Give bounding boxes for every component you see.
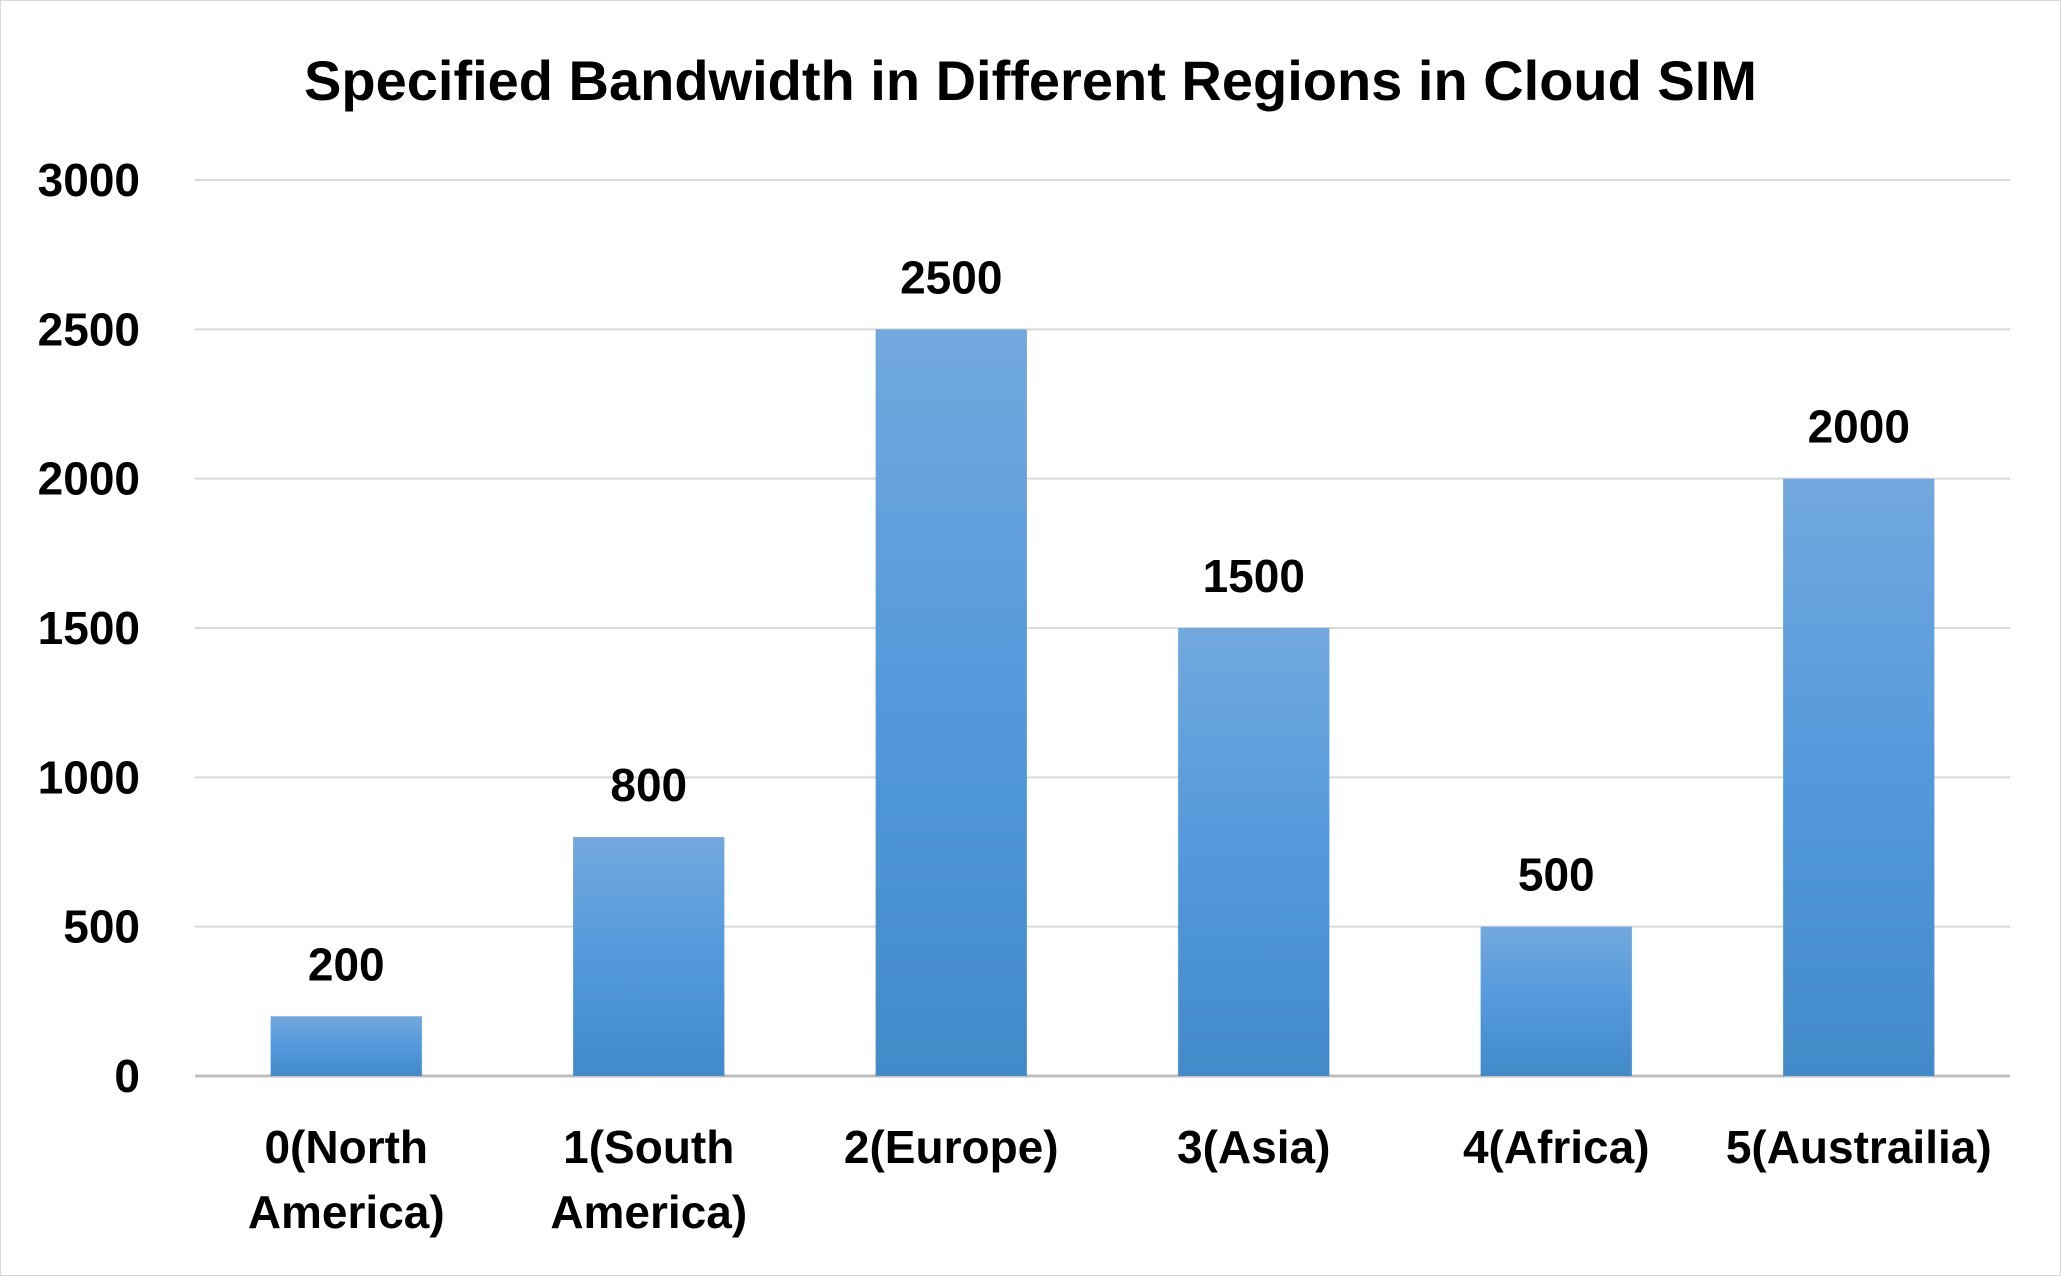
data-label: 500	[1518, 849, 1595, 901]
bars	[270, 329, 1935, 1077]
y-tick-label: 1000	[38, 751, 140, 803]
data-label: 200	[308, 938, 385, 990]
bar	[1480, 926, 1632, 1076]
chart-title: Specified Bandwidth in Different Regions…	[304, 49, 1757, 112]
data-label: 2500	[900, 251, 1002, 303]
data-label: 800	[610, 759, 687, 811]
bar	[1783, 478, 1935, 1077]
labels: 0 500 1000 1500 2000 2500 3000 200 0(North Americ…	[38, 154, 1992, 1238]
x-category-label: 1(South America)	[550, 1121, 747, 1238]
y-tick-label: 2000	[38, 453, 140, 505]
y-tick-label: 3000	[38, 154, 140, 206]
gridlines	[195, 179, 2010, 1078]
y-tick-label: 1500	[38, 602, 140, 654]
data-label: 2000	[1808, 401, 1910, 453]
x-category-label: 0(North America)	[248, 1121, 445, 1238]
y-tick-label: 500	[63, 901, 140, 953]
x-category-label: 2(Europe)	[844, 1121, 1059, 1173]
data-label: 1500	[1203, 550, 1305, 602]
y-tick-label: 2500	[38, 303, 140, 355]
bar	[270, 1016, 422, 1076]
y-tick-label: 0	[114, 1050, 140, 1102]
x-category-label: 3(Asia)	[1177, 1121, 1330, 1173]
bar	[1178, 628, 1330, 1076]
x-category-label: 5(Austrailia)	[1726, 1121, 1992, 1173]
bar	[875, 329, 1027, 1076]
bar	[573, 837, 725, 1076]
x-category-label: 4(Africa)	[1463, 1121, 1650, 1173]
